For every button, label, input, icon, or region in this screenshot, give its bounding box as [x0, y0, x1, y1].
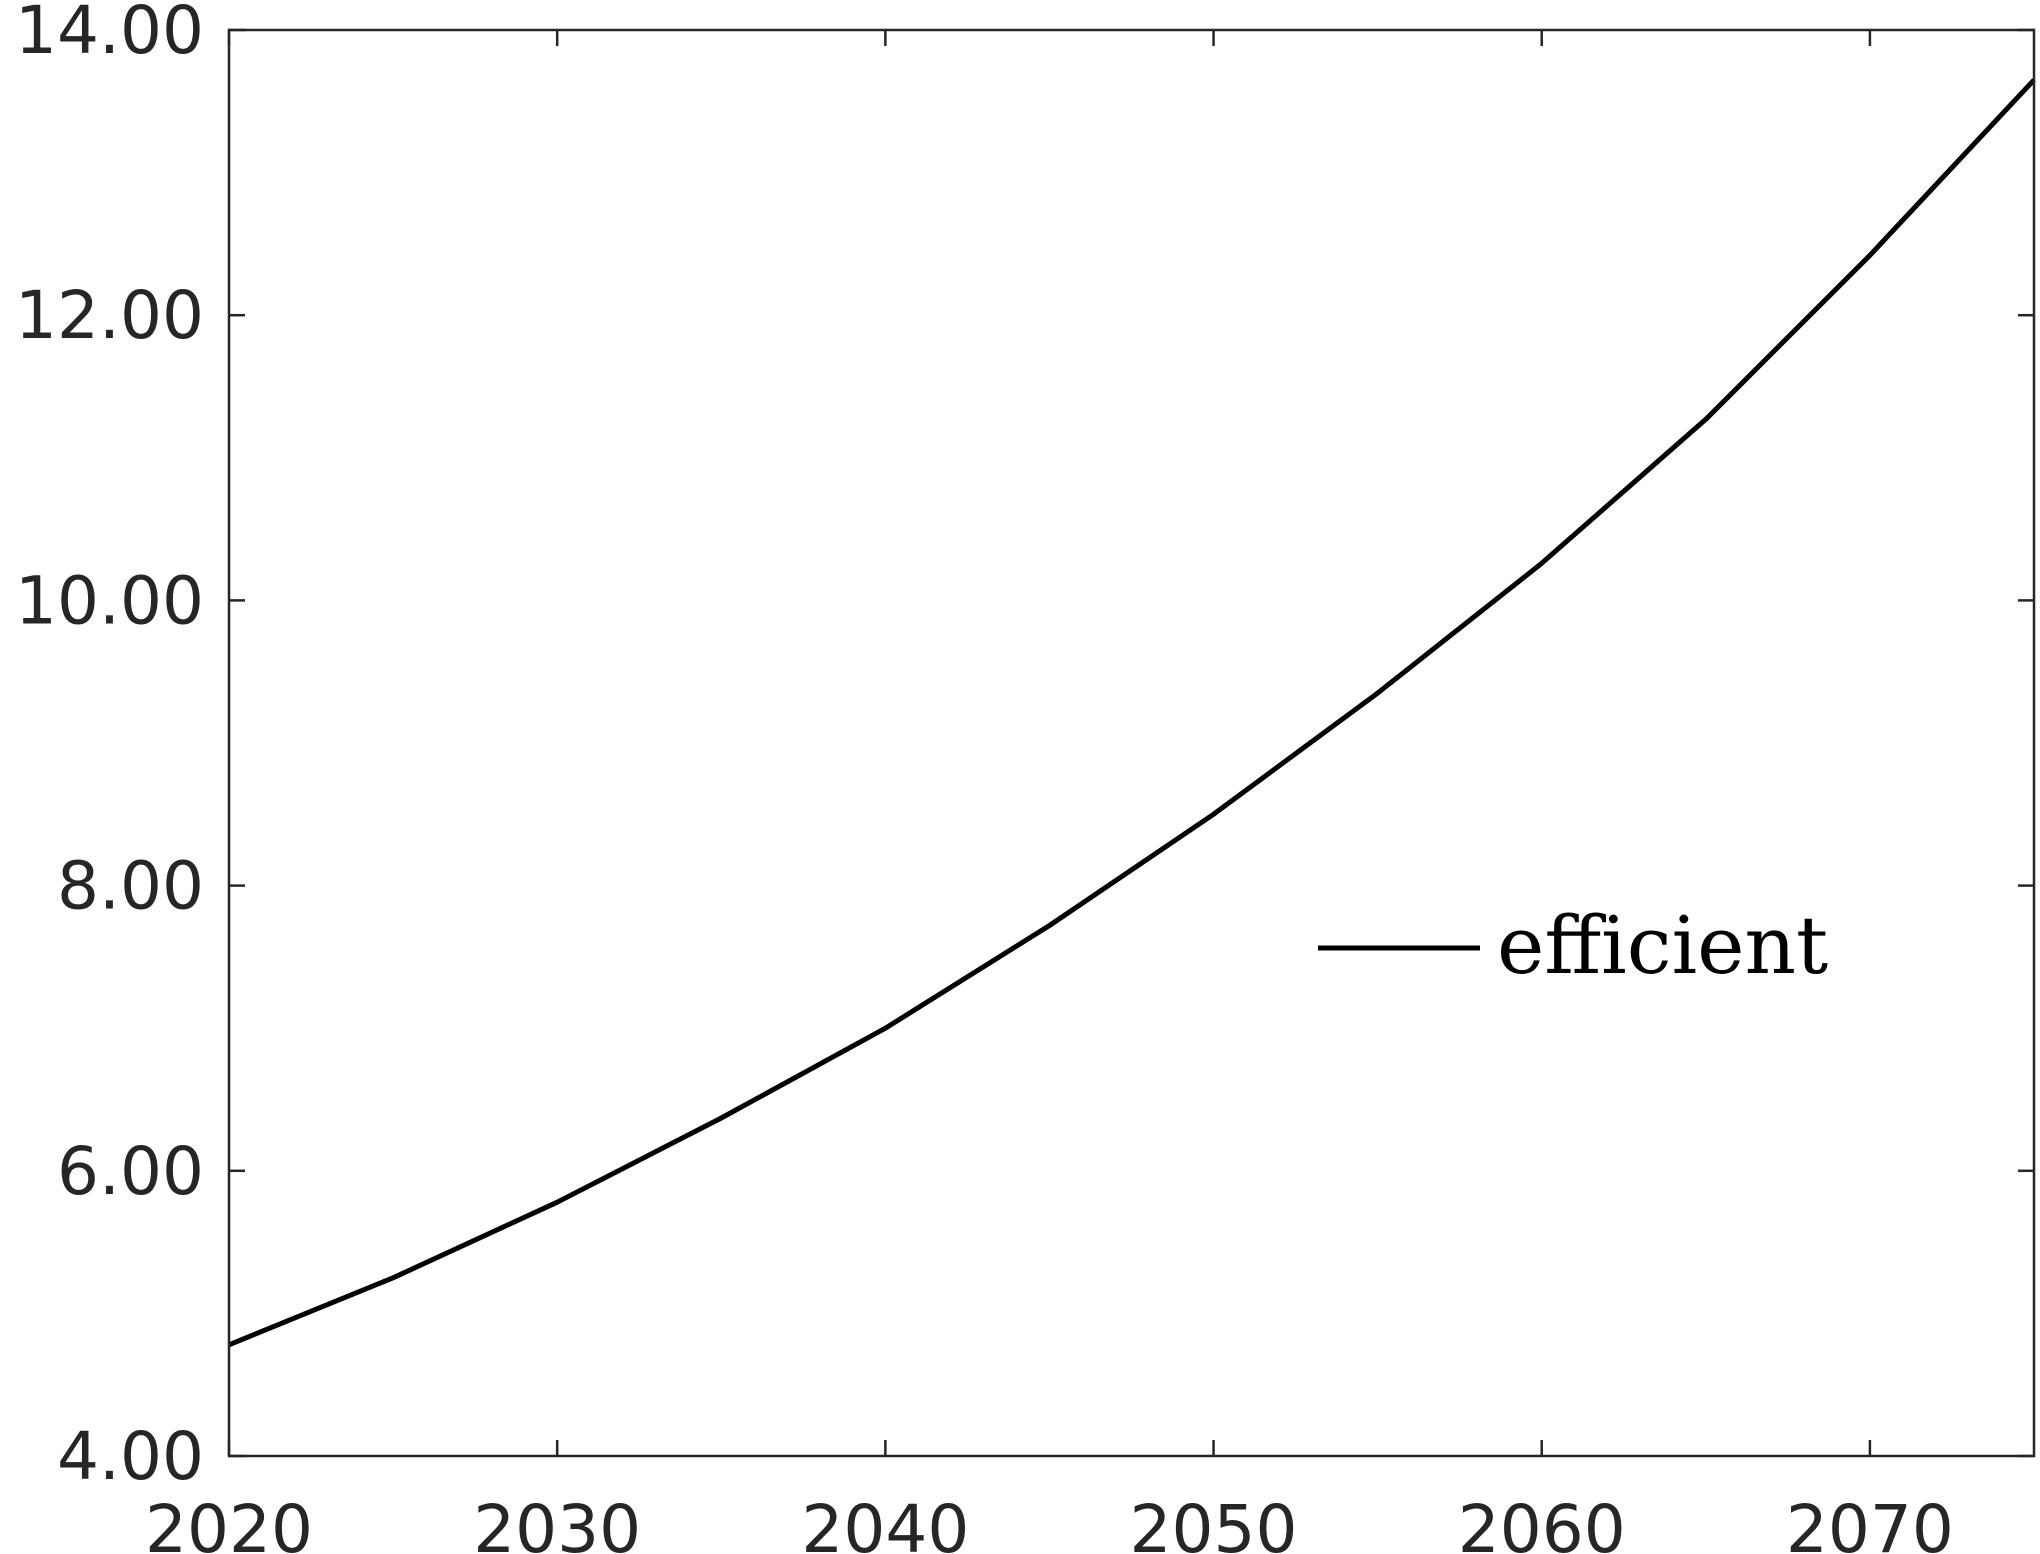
x-axis-tick-labels: 2020 2030 2040 2050 2060 2070 — [145, 1491, 1954, 1554]
series-line-efficient — [228, 78, 2036, 1348]
x-tick-label: 2070 — [1786, 1491, 1954, 1554]
y-tick-label: 10.00 — [15, 562, 204, 639]
x-tick-label: 2020 — [145, 1491, 313, 1554]
y-axis-tick-labels: 4.00 6.00 8.00 10.00 12.00 14.00 — [15, 0, 204, 1495]
y-tick-label: 14.00 — [15, 0, 204, 69]
y-tick-label: 4.00 — [57, 1418, 204, 1495]
y-tick-label: 6.00 — [57, 1133, 204, 1210]
legend-label-efficient: efficient — [1497, 899, 1828, 992]
x-tick-label: 2050 — [1130, 1491, 1298, 1554]
y-tick-label: 8.00 — [57, 848, 204, 925]
x-tick-label: 2030 — [473, 1491, 641, 1554]
legend: efficient — [1318, 899, 1828, 992]
axis-ticks — [227, 28, 2034, 1458]
series-layer — [228, 78, 2036, 1348]
x-tick-label: 2060 — [1458, 1491, 1626, 1554]
y-tick-label: 12.00 — [15, 277, 204, 354]
plot-area-frame — [227, 28, 2036, 1458]
x-tick-label: 2040 — [801, 1491, 969, 1554]
